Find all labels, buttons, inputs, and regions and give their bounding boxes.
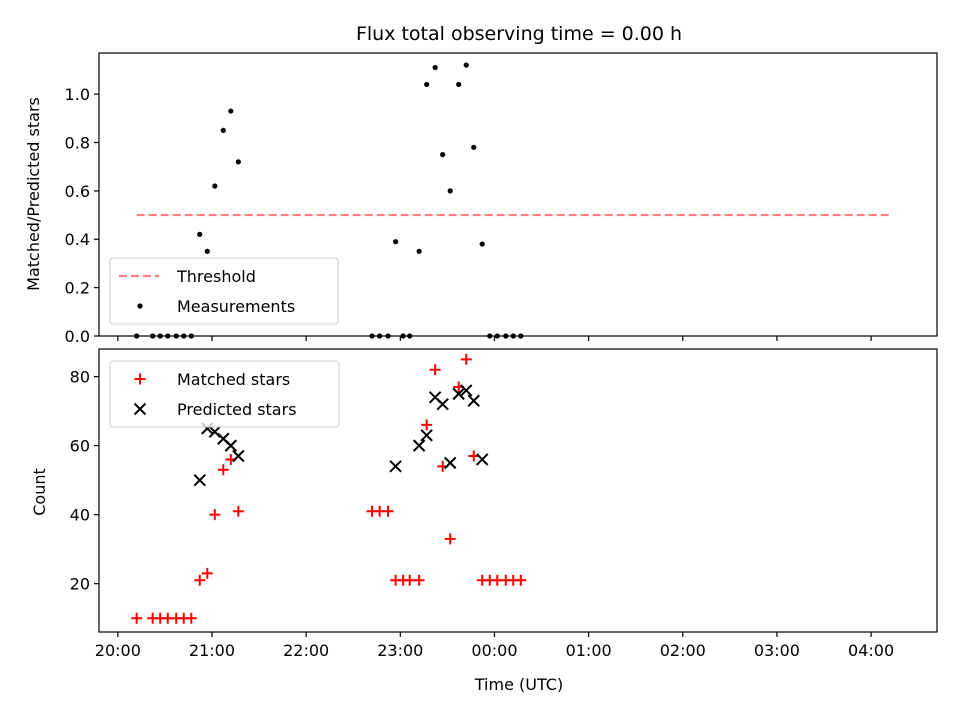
top-plot: 0.0 0.2 0.4 0.6 0.8 1.0 Threshold Measurements xyxy=(65,52,938,346)
data-point xyxy=(412,439,426,452)
bottom-plot: 20 40 60 80 20:00 21:00 22:00 23:00 00:00 01:00 02… xyxy=(70,348,938,660)
data-point xyxy=(416,248,422,254)
data-point xyxy=(224,439,238,452)
data-point xyxy=(197,231,203,238)
data-point xyxy=(228,108,234,114)
x-tick-label: 20:00 xyxy=(95,641,141,660)
data-point xyxy=(382,505,394,517)
data-point xyxy=(212,183,218,189)
legend-label: Predicted stars xyxy=(177,400,297,419)
data-point xyxy=(185,612,197,624)
data-point xyxy=(204,248,210,254)
data-point xyxy=(208,425,222,439)
legend: Matched stars Predicted stars xyxy=(109,360,340,428)
y-tick-label: 1.0 xyxy=(65,85,90,104)
legend: Threshold Measurements xyxy=(109,257,339,325)
x-tick-label: 01:00 xyxy=(566,641,612,660)
data-point xyxy=(420,429,433,442)
data-point xyxy=(479,241,485,247)
data-point xyxy=(235,159,241,165)
y-tick-label: 60 xyxy=(70,437,90,456)
axes-frame xyxy=(98,52,938,337)
x-tick-label: 22:00 xyxy=(283,641,329,660)
series-predicted-stars xyxy=(193,384,489,487)
x-tick-label: 02:00 xyxy=(660,641,706,660)
chart-title: Flux total observing time = 0.00 h xyxy=(356,23,682,45)
data-point xyxy=(460,353,472,365)
data-point xyxy=(421,419,433,431)
data-point xyxy=(432,64,438,71)
data-point xyxy=(440,151,446,158)
data-point xyxy=(413,574,425,586)
y-tick-label: 80 xyxy=(70,368,90,387)
legend-marker xyxy=(133,402,147,416)
y-tick-label: 0.4 xyxy=(65,230,90,249)
data-point xyxy=(201,567,213,579)
data-point xyxy=(389,460,402,473)
data-point xyxy=(456,81,462,88)
data-point xyxy=(443,456,457,470)
data-point xyxy=(452,387,465,401)
data-point xyxy=(194,574,206,586)
y-tick-label: 0.8 xyxy=(65,133,90,152)
bottom-y-axis-label: Count xyxy=(30,468,49,516)
y-tick-label: 0.6 xyxy=(65,182,90,201)
data-point xyxy=(209,509,221,521)
x-tick-label: 03:00 xyxy=(754,641,800,660)
legend-label: Matched stars xyxy=(177,370,290,389)
data-point xyxy=(392,239,399,245)
data-point xyxy=(467,394,480,407)
data-point xyxy=(232,505,244,517)
legend-marker xyxy=(137,303,143,309)
data-point xyxy=(220,127,226,134)
x-axis-label: Time (UTC) xyxy=(474,675,563,694)
x-tick-label: 04:00 xyxy=(848,641,894,660)
data-point xyxy=(476,453,489,466)
x-tick-label: 23:00 xyxy=(377,641,423,660)
data-point xyxy=(515,574,527,586)
legend-box xyxy=(109,360,340,428)
top-y-axis-label: Matched/Predicted stars xyxy=(24,97,43,291)
data-point xyxy=(460,384,473,397)
axes-frame xyxy=(98,348,938,633)
data-point xyxy=(463,62,469,68)
legend-label: Measurements xyxy=(177,297,295,316)
data-point xyxy=(131,612,143,624)
x-tick-label: 00:00 xyxy=(471,641,517,660)
data-point xyxy=(429,364,441,376)
x-tick-label: 21:00 xyxy=(189,641,235,660)
data-point xyxy=(447,188,453,194)
series-matched-stars xyxy=(131,353,527,624)
legend-label: Threshold xyxy=(176,267,256,286)
data-point xyxy=(444,533,456,545)
data-point xyxy=(424,81,430,88)
y-tick-label: 0.0 xyxy=(65,327,90,346)
data-point xyxy=(217,464,229,476)
y-tick-label: 0.2 xyxy=(65,279,90,298)
legend-marker xyxy=(134,373,146,385)
y-tick-label: 20 xyxy=(70,575,90,594)
data-point xyxy=(436,398,449,411)
data-point xyxy=(193,473,206,487)
data-point xyxy=(232,449,245,463)
data-point xyxy=(404,574,416,586)
legend-box xyxy=(109,257,339,325)
data-point xyxy=(471,144,477,150)
y-tick-label: 40 xyxy=(70,506,90,525)
